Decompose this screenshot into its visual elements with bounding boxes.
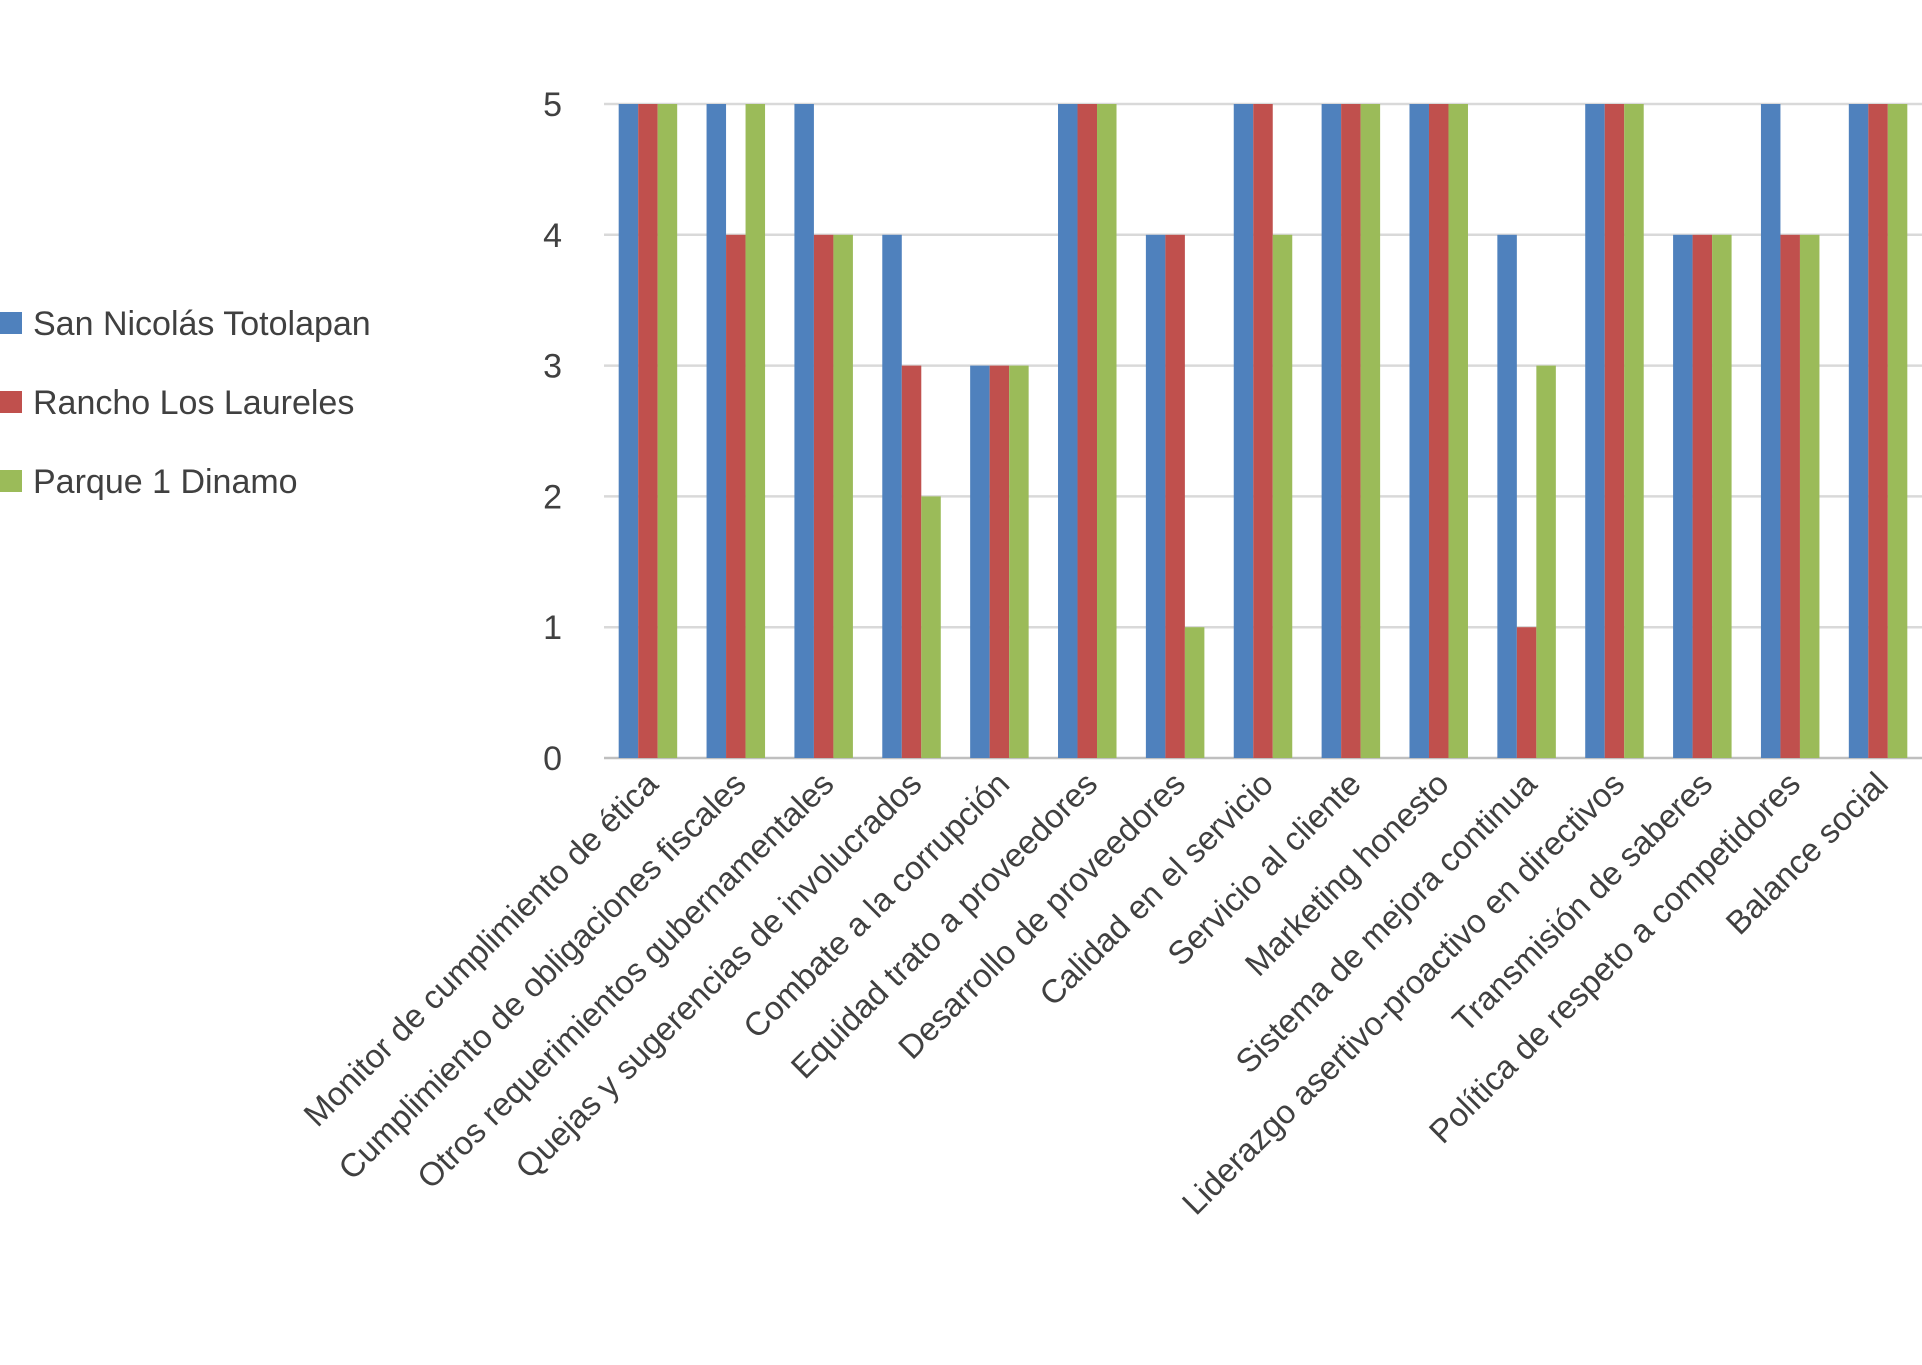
bar <box>1848 104 1869 758</box>
bar <box>1233 104 1254 758</box>
bar <box>1097 104 1117 758</box>
legend-swatch <box>0 470 22 492</box>
bar <box>618 104 639 758</box>
bar <box>1272 234 1293 759</box>
bar <box>921 496 941 758</box>
bar <box>1077 104 1098 758</box>
y-tick-label: 4 <box>543 217 562 255</box>
bar <box>1145 234 1166 759</box>
bar <box>989 365 1010 758</box>
bar <box>706 104 727 758</box>
x-category-label: Quejas y sugerencias de involucrados <box>508 765 928 1185</box>
bar <box>1536 365 1556 758</box>
bar <box>1058 104 1078 758</box>
bar <box>726 234 746 759</box>
bar <box>1184 627 1205 758</box>
bar <box>1692 234 1713 759</box>
y-tick-label: 3 <box>543 348 562 386</box>
x-category-label: Cumplimiento de obligaciones fiscales <box>331 765 753 1187</box>
bar <box>638 104 658 758</box>
bar <box>794 104 814 758</box>
legend-label: Rancho Los Laureles <box>33 384 354 422</box>
bar <box>1624 104 1644 758</box>
bar <box>1341 104 1361 758</box>
bar <box>1360 104 1381 758</box>
legend-swatch <box>0 312 22 334</box>
bar <box>1009 365 1029 758</box>
bar <box>1253 104 1273 758</box>
bar <box>657 104 678 758</box>
bars <box>618 104 1908 759</box>
bar <box>901 365 922 758</box>
bar <box>1868 104 1888 758</box>
legend: San Nicolás Totolapan Rancho Los Laureles… <box>0 305 371 501</box>
bar <box>1409 104 1429 758</box>
x-axis-category-labels: Monitor de cumplimiento de éticaCumplimi… <box>296 764 1895 1221</box>
bar <box>1673 234 1693 759</box>
legend-swatch <box>0 391 22 413</box>
bar <box>1760 104 1781 758</box>
legend-label: San Nicolás Totolapan <box>33 305 371 343</box>
bar <box>833 234 853 759</box>
bar <box>1497 234 1517 759</box>
legend-label: Parque 1 Dinamo <box>33 463 298 501</box>
bar <box>970 365 990 758</box>
bar <box>882 234 902 759</box>
bar <box>1516 627 1537 758</box>
bar <box>1448 104 1468 758</box>
bar <box>1780 234 1800 759</box>
bar <box>1799 234 1820 759</box>
y-tick-label: 2 <box>543 478 562 516</box>
y-tick-label: 5 <box>543 86 562 124</box>
bar <box>1712 234 1732 759</box>
bar <box>1428 104 1449 758</box>
bar <box>813 234 834 759</box>
bar <box>1165 234 1185 759</box>
bar <box>1887 104 1908 758</box>
bar <box>745 104 766 758</box>
bar <box>1585 104 1605 758</box>
y-axis-ticks: 0 1 2 3 4 5 <box>543 86 562 778</box>
y-tick-label: 1 <box>543 609 562 647</box>
bar <box>1604 104 1625 758</box>
bar <box>1321 104 1342 758</box>
y-tick-label: 0 <box>543 740 562 778</box>
